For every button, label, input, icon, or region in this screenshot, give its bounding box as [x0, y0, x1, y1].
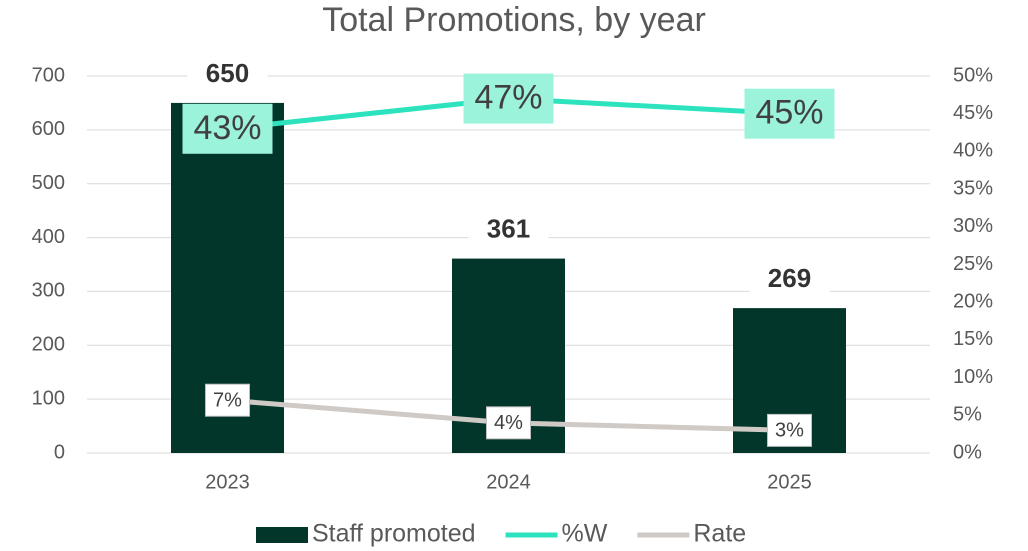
legend-swatch: [256, 527, 308, 543]
y-tick-label: 0: [54, 441, 65, 463]
y-tick-label: 700: [32, 64, 65, 86]
y2-tick-label: 20%: [953, 290, 993, 312]
x-tick-label: 2023: [205, 471, 250, 493]
y-tick-label: 600: [32, 118, 65, 140]
chart-title: Total Promotions, by year: [322, 1, 706, 39]
legend-label: Staff promoted: [312, 520, 476, 548]
x-tick-label: 2025: [767, 471, 812, 493]
data-label-bg: [205, 383, 250, 417]
data-label-bg: [486, 406, 531, 440]
y-tick-label: 300: [32, 280, 65, 302]
data-label-bg: [187, 56, 268, 93]
y-tick-label: 400: [32, 226, 65, 248]
data-label: 4%: [494, 412, 523, 434]
data-label: 3%: [775, 420, 804, 442]
data-label-bg: [749, 262, 830, 299]
y-tick-label: 100: [32, 387, 65, 409]
y2-tick-label: 45%: [953, 102, 993, 124]
data-label: 43%: [193, 109, 261, 147]
y2-tick-label: 35%: [953, 177, 993, 199]
data-label-bg: [468, 212, 549, 249]
y-tick-label: 500: [32, 172, 65, 194]
y2-tick-label: 10%: [953, 366, 993, 388]
data-label: 45%: [755, 94, 823, 132]
data-label-bg: [744, 88, 835, 139]
data-label: 7%: [213, 390, 242, 412]
data-label-bg: [182, 103, 273, 154]
legend-label: %W: [562, 520, 608, 548]
data-label: 269: [768, 263, 811, 293]
y2-tick-label: 15%: [953, 328, 993, 350]
x-tick-label: 2024: [486, 471, 531, 493]
y2-tick-label: 0%: [953, 441, 982, 463]
legend-label: Rate: [693, 520, 746, 548]
y-tick-label: 200: [32, 334, 65, 356]
data-label: 47%: [474, 79, 542, 117]
data-label: 650: [206, 58, 249, 88]
y2-tick-label: 30%: [953, 215, 993, 237]
data-label-bg: [767, 413, 812, 447]
y2-tick-label: 25%: [953, 253, 993, 275]
y2-tick-label: 40%: [953, 140, 993, 162]
y2-tick-label: 50%: [953, 64, 993, 86]
data-label: 361: [487, 213, 530, 243]
y2-tick-label: 5%: [953, 404, 982, 426]
data-label-bg: [463, 73, 554, 124]
